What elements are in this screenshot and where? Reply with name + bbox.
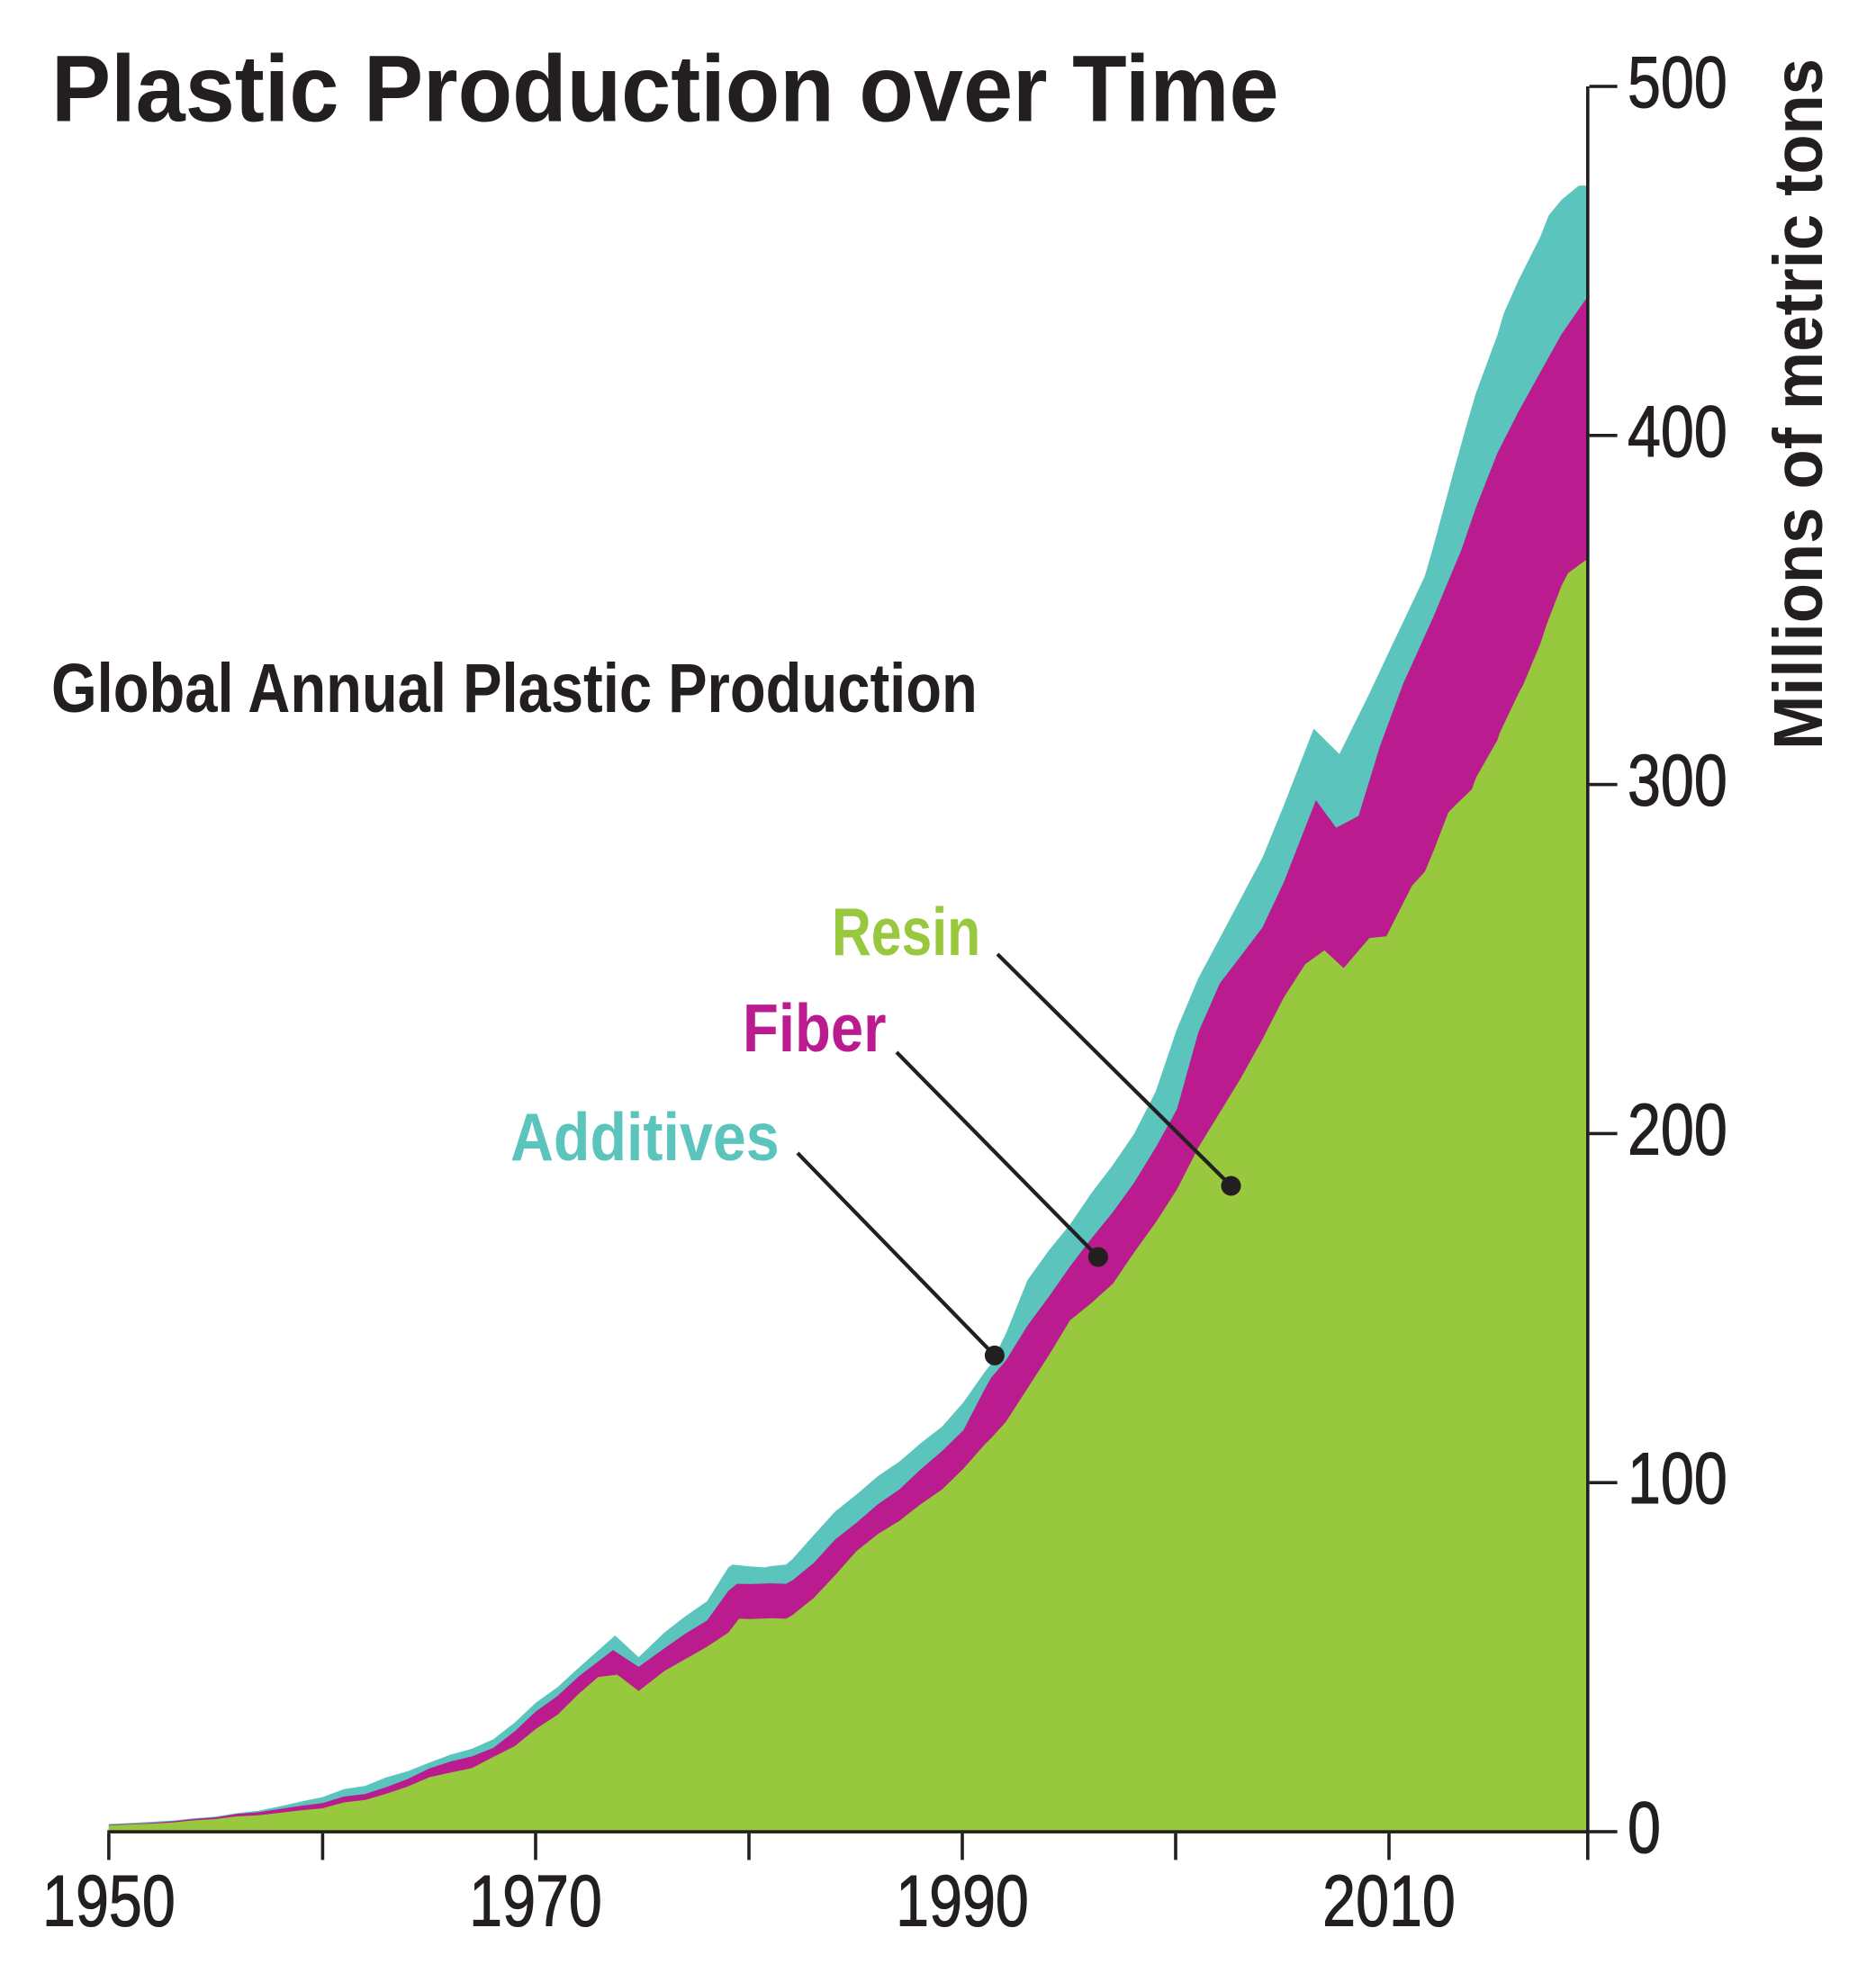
svg-text:Additives: Additives — [510, 1100, 780, 1176]
svg-text:1970: 1970 — [469, 1860, 602, 1941]
svg-text:Millions of metric tons: Millions of metric tons — [1759, 59, 1837, 750]
svg-text:0: 0 — [1628, 1787, 1661, 1869]
svg-text:1990: 1990 — [896, 1860, 1029, 1941]
svg-text:Global Annual Plastic Producti: Global Annual Plastic Production — [51, 650, 978, 727]
svg-text:500: 500 — [1628, 41, 1727, 123]
svg-text:400: 400 — [1628, 391, 1727, 473]
svg-text:Resin: Resin — [832, 895, 980, 970]
svg-text:1950: 1950 — [42, 1860, 176, 1941]
svg-text:300: 300 — [1628, 739, 1727, 821]
svg-text:2010: 2010 — [1322, 1860, 1456, 1941]
svg-text:Fiber: Fiber — [743, 990, 886, 1066]
svg-text:Plastic Production over Time: Plastic Production over Time — [51, 36, 1279, 141]
svg-text:200: 200 — [1628, 1088, 1727, 1170]
svg-text:100: 100 — [1628, 1437, 1727, 1519]
